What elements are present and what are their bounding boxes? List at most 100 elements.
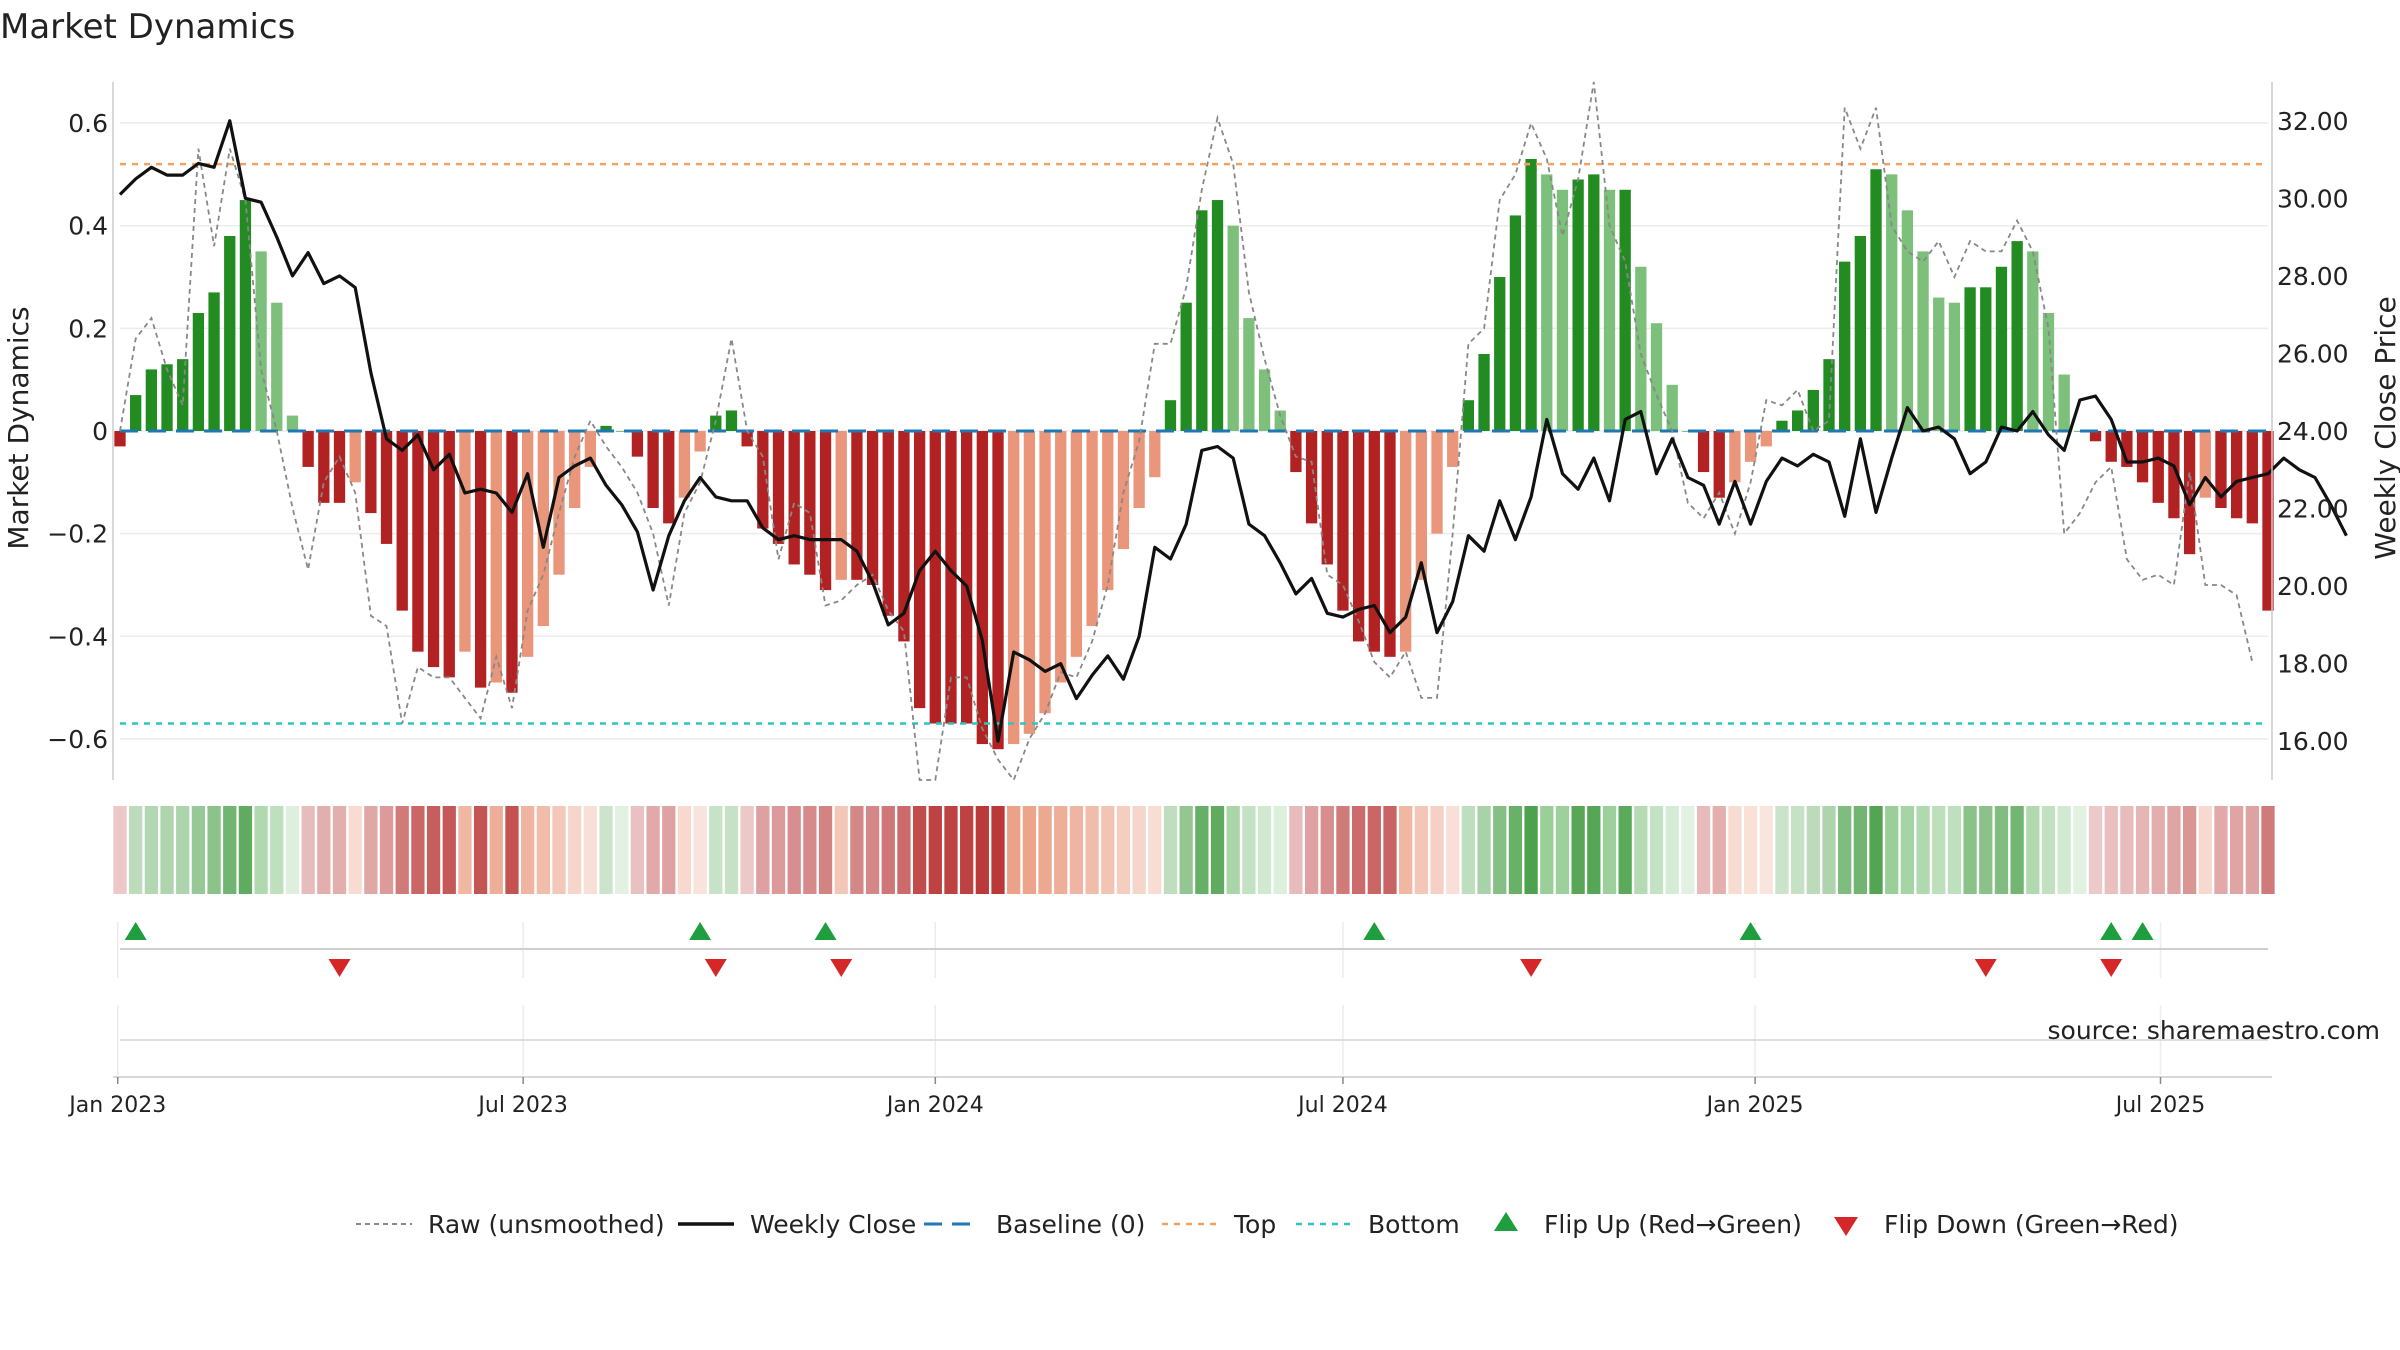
regime-strip-cell [1022, 806, 1037, 894]
dynamics-bar [631, 431, 644, 457]
regime-strip-cell [1304, 806, 1319, 894]
dynamics-bar [490, 431, 502, 683]
dynamics-bar [1556, 189, 1569, 431]
dynamics-bar [349, 431, 361, 483]
dynamics-bar [1102, 431, 1114, 591]
regime-strip-cell [1399, 806, 1413, 894]
regime-strip-cell [1822, 806, 1836, 894]
dynamics-bar [1196, 210, 1208, 431]
dynamics-bar [1149, 431, 1161, 478]
dynamics-bar [1086, 431, 1098, 627]
dynamics-bar [1462, 400, 1475, 431]
regime-strip-cell [379, 806, 394, 894]
dynamics-bar [2027, 251, 2039, 431]
flip-up-marker [689, 922, 712, 940]
regime-strip-cell [1242, 806, 1256, 894]
dynamics-bar [1886, 174, 1898, 431]
regime-strip-cell [1587, 806, 1601, 894]
legend-label: Baseline (0) [996, 1210, 1145, 1239]
regime-strip-cell [2026, 806, 2040, 894]
regime-strip-cell [1414, 806, 1428, 894]
regime-strip-cell [1289, 806, 1303, 894]
dynamics-bar [647, 431, 659, 508]
dynamics-bar [2199, 431, 2211, 498]
dynamics-bar [1760, 431, 1772, 447]
dynamics-bar [1400, 431, 1412, 652]
regime-strip-cell [1540, 806, 1554, 894]
dynamics-bar [1478, 354, 1490, 431]
legend-label: Bottom [1368, 1210, 1460, 1239]
dynamics-bar [1650, 323, 1663, 431]
regime-strip-cell [521, 806, 535, 894]
regime-strip-cell [1477, 806, 1491, 894]
regime-strip-cell [458, 806, 472, 894]
dynamics-bar [365, 431, 377, 514]
dynamics-bar [1258, 369, 1271, 431]
regime-strip-cell [364, 806, 378, 894]
dynamics-bar [835, 431, 847, 580]
dynamics-bar [271, 302, 283, 431]
regime-strip-cell [1163, 806, 1178, 894]
legend-label: Top [1233, 1210, 1276, 1239]
dynamics-bar [1870, 169, 1882, 431]
dynamics-bar [678, 431, 691, 498]
regime-strip-cell [395, 806, 409, 894]
regime-strip-cell [285, 806, 300, 894]
dynamics-bar [1133, 431, 1145, 508]
legend-label: Weekly Close [750, 1210, 916, 1239]
dynamics-bar [757, 431, 769, 529]
dynamics-bar [1541, 174, 1553, 431]
dynamics-bar [2011, 241, 2023, 431]
dynamics-bar [1368, 431, 1380, 652]
regime-strip-cell [2073, 806, 2087, 894]
regime-strip-cell [2198, 806, 2212, 894]
dynamics-bar [2121, 431, 2133, 467]
dynamics-bar [1039, 431, 1051, 714]
legend-label: Flip Up (Red→Green) [1544, 1210, 1802, 1239]
regime-strip-cell [975, 806, 989, 894]
weekly-close-line [118, 119, 2348, 743]
dynamics-bar [474, 431, 487, 688]
regime-strip-cell [834, 806, 848, 894]
regime-strip-cell [1806, 806, 1820, 894]
dynamics-bar [1572, 179, 1584, 431]
dynamics-bar [286, 415, 299, 431]
regime-strip-cell [254, 806, 268, 894]
dynamics-bar [318, 431, 330, 503]
dynamics-bar [1980, 287, 1992, 431]
legend-swatch [1494, 1212, 1518, 1231]
dynamics-bar [694, 431, 706, 452]
regime-strip-cell [348, 806, 362, 894]
dynamics-bar [380, 431, 393, 544]
dynamics-bar [1839, 261, 1851, 431]
dynamics-bar [1682, 431, 1694, 432]
regime-strip-cell [270, 806, 284, 894]
x-axis-ticks: Jan 2023 Jul 2023 Jan 2024 Jul 2024 Jan 2025… [67, 1077, 2205, 1118]
regime-strip-cell [552, 806, 566, 894]
dynamics-bar [1415, 431, 1427, 580]
regime-strip-cell [1430, 806, 1444, 894]
dynamics-bar [145, 369, 158, 431]
dynamics-bar [866, 431, 879, 585]
left-tick-label: 0.4 [68, 212, 108, 241]
regime-strip-cell [2245, 806, 2259, 894]
dynamics-bar [1070, 431, 1083, 657]
source-note: source: sharemaestro.com [2048, 1016, 2381, 1045]
regime-strip-cell [583, 806, 598, 894]
dynamics-bar [2136, 431, 2149, 483]
regime-strip-cell [693, 806, 707, 894]
dynamics-bar [1321, 431, 1333, 565]
dynamics-bar [2230, 431, 2243, 519]
dynamics-bar [616, 431, 628, 432]
regime-strip-cell [1681, 806, 1695, 894]
dynamics-bar [945, 431, 957, 724]
dynamics-bar [1917, 251, 1929, 431]
dynamics-bar [506, 431, 518, 693]
x-tick-label: Jan 2023 [67, 1093, 166, 1118]
regime-strip-cell [897, 806, 911, 894]
regime-strip-cell [442, 806, 456, 894]
regime-strip-cell [1932, 806, 1946, 894]
dynamics-bar [1180, 302, 1192, 431]
flip-down-marker [2100, 959, 2123, 977]
legend-label: Flip Down (Green→Red) [1884, 1210, 2179, 1239]
